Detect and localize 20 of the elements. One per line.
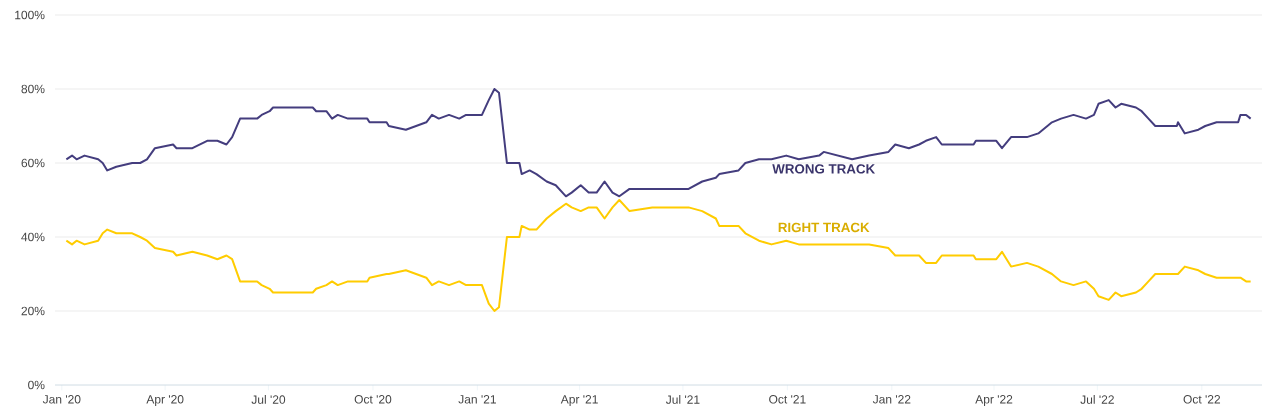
x-tick-label: Oct '20	[354, 395, 392, 404]
y-tick-label: 60%	[21, 158, 45, 168]
y-tick-label: 20%	[21, 306, 45, 316]
x-tick-label: Jan '21	[458, 395, 496, 404]
series-label: WRONG TRACK	[772, 164, 876, 174]
x-tick-label: Jan '22	[872, 395, 911, 404]
x-tick-label: Jan '20	[42, 395, 81, 404]
x-tick-label: Apr '20	[146, 395, 184, 406]
series-label: RIGHT TRACK	[778, 222, 870, 233]
y-tick-label: 0%	[28, 380, 45, 390]
x-tick-label: Jul '20	[251, 395, 286, 404]
y-tick-label: 40%	[21, 232, 45, 242]
x-tick-label: Jul '21	[665, 395, 700, 404]
x-tick-label: Apr '21	[560, 395, 598, 406]
y-tick-label: 100%	[15, 10, 45, 20]
y-tick-label: 80%	[21, 84, 45, 94]
x-tick-label: Oct '21	[769, 395, 806, 404]
x-tick-label: Apr '22	[975, 395, 1013, 406]
x-tick-label: Oct '22	[1183, 395, 1221, 404]
x-tick-label: Jul '22	[1080, 395, 1114, 404]
